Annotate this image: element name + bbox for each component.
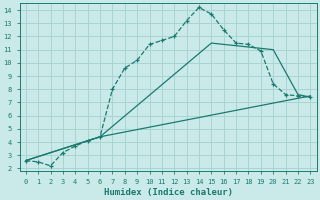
- X-axis label: Humidex (Indice chaleur): Humidex (Indice chaleur): [104, 188, 233, 197]
